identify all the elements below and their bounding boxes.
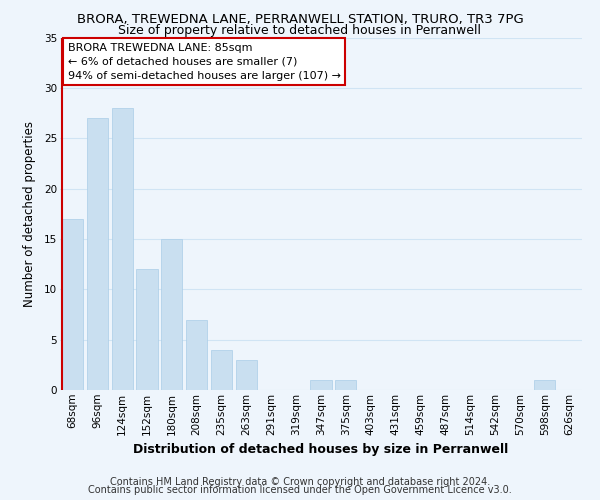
Bar (112, 108, 133, 390)
Bar (310, 380, 332, 390)
Text: BRORA, TREWEDNA LANE, PERRANWELL STATION, TRURO, TR3 7PG: BRORA, TREWEDNA LANE, PERRANWELL STATION… (77, 12, 523, 26)
Bar (534, 380, 555, 390)
Text: Size of property relative to detached houses in Perranwell: Size of property relative to detached ho… (119, 24, 482, 37)
Bar (236, 360, 257, 390)
Bar (335, 380, 356, 390)
Bar (161, 239, 182, 390)
Text: Contains public sector information licensed under the Open Government Licence v3: Contains public sector information licen… (88, 485, 512, 495)
Text: Contains HM Land Registry data © Crown copyright and database right 2024.: Contains HM Land Registry data © Crown c… (110, 477, 490, 487)
Text: BRORA TREWEDNA LANE: 85sqm
← 6% of detached houses are smaller (7)
94% of semi-d: BRORA TREWEDNA LANE: 85sqm ← 6% of detac… (68, 43, 341, 81)
Bar (62, 219, 83, 390)
X-axis label: Distribution of detached houses by size in Perranwell: Distribution of detached houses by size … (133, 443, 509, 456)
Bar (186, 320, 207, 390)
Bar (211, 350, 232, 390)
Bar (136, 269, 158, 390)
Bar (87, 118, 108, 390)
Y-axis label: Number of detached properties: Number of detached properties (23, 120, 35, 306)
